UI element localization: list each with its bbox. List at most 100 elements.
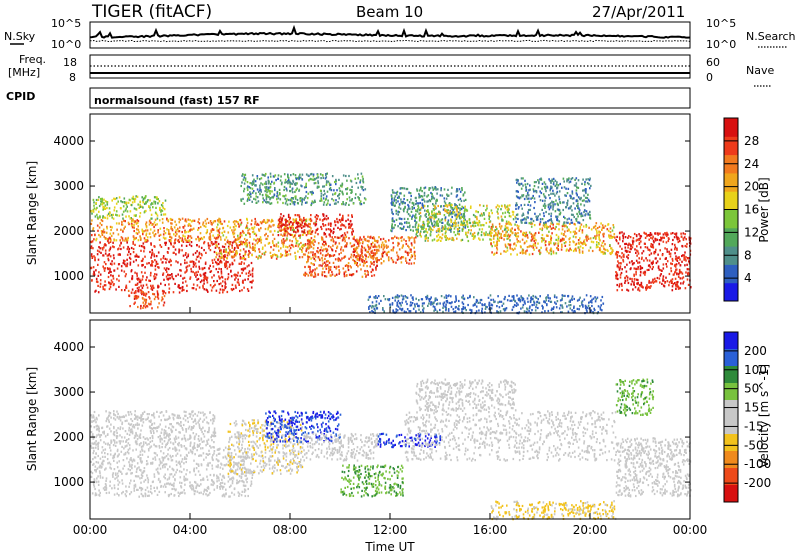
data-cell — [225, 251, 228, 254]
data-cell — [396, 258, 399, 261]
data-cell — [498, 232, 501, 235]
data-cell — [250, 223, 253, 226]
data-cell — [362, 181, 365, 184]
data-cell — [111, 281, 114, 284]
data-cell — [198, 245, 200, 248]
data-cell — [504, 215, 506, 218]
data-cell — [328, 261, 331, 264]
data-cell — [273, 223, 275, 227]
data-cell — [436, 224, 438, 227]
data-cell — [352, 258, 354, 261]
data-cell — [104, 204, 107, 207]
data-cell — [536, 218, 539, 221]
data-cell — [327, 267, 330, 270]
data-cell — [565, 194, 567, 197]
data-cell — [222, 280, 224, 283]
data-cell — [133, 221, 136, 224]
data-cell — [159, 219, 161, 222]
data-cell — [298, 189, 300, 192]
data-cell — [257, 190, 260, 193]
data-cell — [432, 188, 435, 191]
data-cell — [224, 278, 227, 281]
data-cell — [125, 237, 127, 240]
data-cell — [451, 224, 453, 228]
data-cell — [448, 202, 450, 205]
data-cell — [332, 261, 335, 264]
data-cell — [619, 276, 622, 279]
data-cell — [673, 282, 676, 285]
data-cell — [652, 278, 654, 281]
data-cell — [507, 210, 509, 214]
data-cell — [293, 220, 296, 223]
data-cell — [373, 256, 375, 259]
data-cell — [555, 252, 558, 255]
data-cell — [652, 281, 655, 284]
data-cell — [395, 209, 397, 212]
data-cell — [419, 211, 422, 215]
data-cell — [510, 215, 512, 218]
data-cell — [550, 253, 553, 256]
data-cell — [140, 271, 143, 274]
data-cell — [372, 257, 375, 260]
data-cell — [493, 241, 495, 244]
data-cell — [369, 311, 371, 314]
data-cell — [168, 287, 171, 290]
data-cell — [327, 199, 329, 202]
data-cell — [169, 232, 171, 235]
data-cell — [263, 199, 265, 202]
data-cell — [325, 235, 328, 238]
data-cell — [224, 285, 226, 288]
data-cell — [370, 243, 373, 246]
data-cell — [358, 241, 360, 244]
data-cell — [581, 231, 584, 234]
data-cell — [95, 237, 98, 240]
data-cell — [348, 237, 350, 240]
data-cell — [362, 258, 364, 262]
data-cell — [346, 179, 348, 182]
data-cell — [301, 247, 304, 250]
data-cell — [532, 237, 535, 240]
data-cell — [414, 254, 416, 258]
data-cell — [293, 230, 295, 233]
data-cell — [236, 244, 238, 247]
data-cell — [156, 262, 159, 265]
data-cell — [496, 248, 499, 251]
data-cell — [557, 184, 560, 187]
data-cell — [198, 251, 201, 254]
data-cell — [214, 220, 217, 223]
data-cell — [392, 247, 394, 250]
data-cell — [677, 286, 680, 289]
data-cell — [99, 222, 101, 225]
data-cell — [97, 217, 99, 220]
data-cell — [332, 199, 335, 202]
data-cell — [650, 285, 652, 288]
data-cell — [319, 258, 321, 262]
data-cell — [151, 217, 153, 220]
data-cell — [203, 274, 206, 277]
data-cell — [233, 220, 236, 223]
data-cell — [269, 182, 272, 186]
data-cell — [153, 235, 156, 238]
data-cell — [90, 266, 93, 269]
data-cell — [224, 255, 226, 258]
data-cell — [374, 253, 377, 256]
data-cell — [301, 201, 303, 204]
data-cell — [510, 223, 513, 226]
data-cell — [480, 212, 483, 215]
data-cell — [639, 234, 642, 237]
data-cell — [100, 203, 102, 206]
data-cell — [249, 182, 251, 185]
data-cell — [546, 234, 548, 237]
data-cell — [280, 175, 282, 178]
data-cell — [186, 256, 188, 259]
data-cell — [190, 236, 193, 239]
data-cell — [294, 214, 297, 217]
data-cell — [369, 246, 372, 249]
data-cell — [617, 242, 620, 245]
data-cell — [256, 196, 259, 199]
data-cell — [294, 200, 296, 204]
data-cell — [624, 242, 626, 246]
data-cell — [675, 281, 678, 284]
data-cell — [639, 284, 641, 287]
data-cell — [417, 230, 419, 233]
